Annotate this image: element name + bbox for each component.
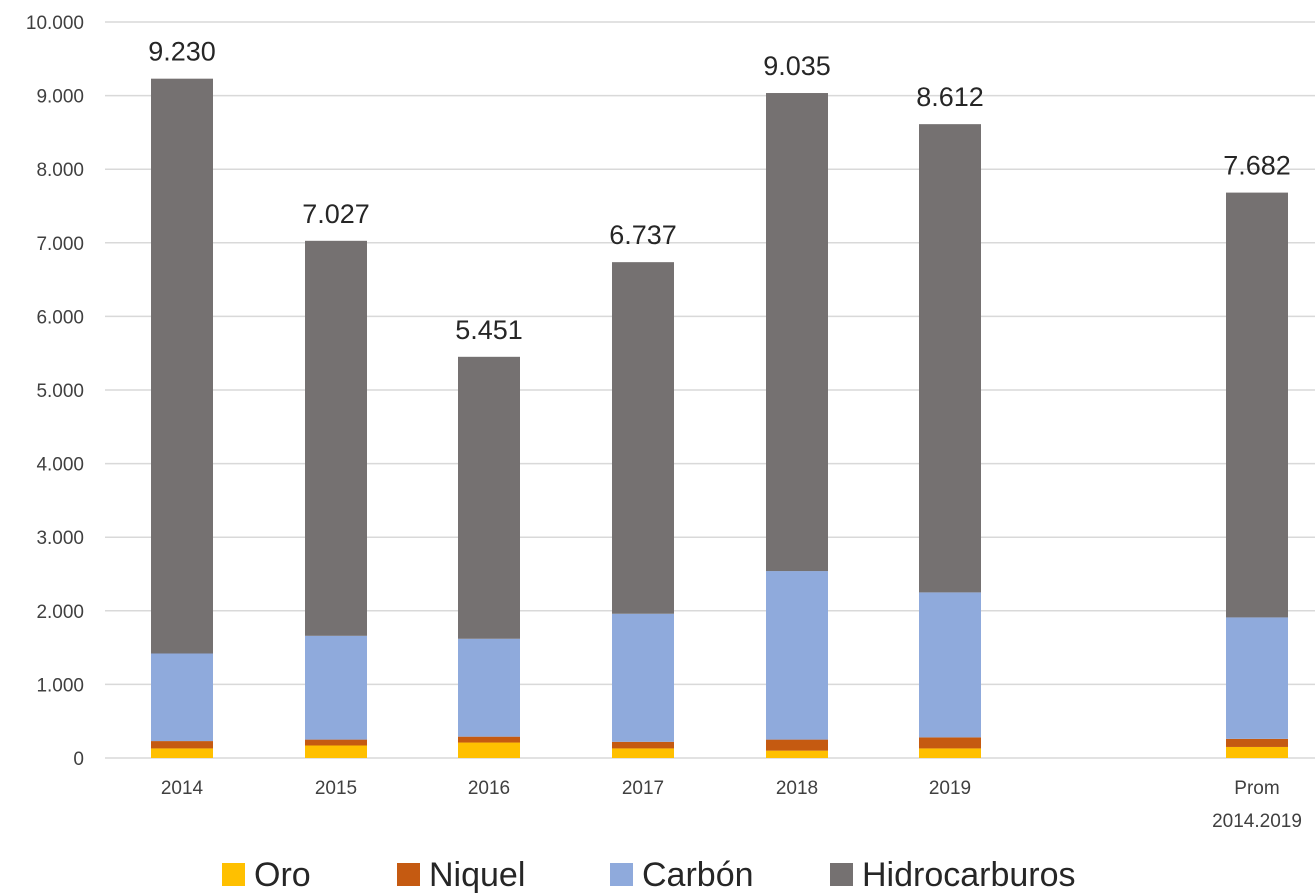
total-data-label: 9.035 bbox=[763, 51, 831, 81]
bar-segment-oro bbox=[919, 748, 981, 758]
bar-stack bbox=[151, 78, 213, 758]
bar-segment-niquel bbox=[151, 741, 213, 749]
y-axis-tick-labels: 0 1.000 2.000 3.000 4.000 5.000 6.000 7.000 8.00… bbox=[26, 13, 84, 770]
x-axis-tick-labels: 2014 2015 2016 2017 2018 2019 Prom 2014.2019 bbox=[161, 778, 1302, 832]
x-tick-label: Prom bbox=[1234, 778, 1279, 799]
y-tick-label: 3.000 bbox=[36, 528, 84, 549]
gridlines bbox=[105, 21, 1315, 759]
bar-segment-carbón bbox=[151, 653, 213, 742]
y-tick-label: 8.000 bbox=[36, 160, 84, 181]
total-data-label: 8.612 bbox=[916, 82, 984, 112]
bar-segment-hidrocarburos bbox=[305, 240, 367, 636]
bar-stack bbox=[305, 240, 367, 758]
bar-segment-oro bbox=[612, 748, 674, 758]
y-tick-label: 0 bbox=[73, 749, 84, 770]
bar-segment-hidrocarburos bbox=[919, 124, 981, 593]
legend: Oro Niquel Carbón Hidrocarburos bbox=[222, 856, 1076, 894]
bar-segment-hidrocarburos bbox=[1226, 192, 1288, 618]
y-tick-label: 4.000 bbox=[36, 455, 84, 476]
total-data-label: 7.682 bbox=[1223, 151, 1291, 181]
legend-label: Carbón bbox=[642, 856, 754, 894]
y-tick-label: 10.000 bbox=[26, 13, 84, 34]
bar-segment-oro bbox=[151, 748, 213, 758]
y-tick-label: 9.000 bbox=[36, 87, 84, 108]
bar-segment-niquel bbox=[612, 741, 674, 749]
bar-segment-hidrocarburos bbox=[151, 78, 213, 654]
legend-item-niquel: Niquel bbox=[397, 856, 525, 894]
bar-segment-niquel bbox=[766, 739, 828, 751]
bar-segment-niquel bbox=[305, 739, 367, 746]
bar-segment-carbón bbox=[458, 638, 520, 737]
legend-swatch bbox=[610, 863, 633, 886]
total-data-label: 9.230 bbox=[148, 37, 216, 67]
bar-segment-carbón bbox=[919, 592, 981, 738]
bar-segment-hidrocarburos bbox=[766, 93, 828, 572]
y-tick-label: 6.000 bbox=[36, 307, 84, 328]
legend-label: Hidrocarburos bbox=[862, 856, 1076, 894]
y-tick-label: 7.000 bbox=[36, 234, 84, 255]
x-tick-label: 2015 bbox=[315, 778, 357, 799]
x-tick-label: 2019 bbox=[929, 778, 971, 799]
y-tick-label: 5.000 bbox=[36, 381, 84, 402]
bar-segment-oro bbox=[458, 742, 520, 758]
legend-label: Oro bbox=[254, 856, 311, 894]
bar-segment-hidrocarburos bbox=[458, 356, 520, 639]
bar-segment-oro bbox=[305, 745, 367, 758]
bar-stack bbox=[1226, 192, 1288, 758]
bar-segment-hidrocarburos bbox=[612, 262, 674, 614]
bar-segment-carbón bbox=[612, 613, 674, 742]
total-data-label: 5.451 bbox=[455, 315, 523, 345]
bar-stack bbox=[919, 124, 981, 758]
bar-segment-carbón bbox=[766, 571, 828, 740]
bar-stack bbox=[612, 262, 674, 758]
bar-segment-niquel bbox=[458, 736, 520, 743]
legend-item-carbón: Carbón bbox=[610, 856, 754, 894]
data-labels: 9.230 7.027 5.451 6.737 9.035 8.612 7.682 bbox=[148, 37, 1291, 345]
x-tick-label: 2014.2019 bbox=[1212, 811, 1302, 832]
x-tick-label: 2017 bbox=[622, 778, 664, 799]
y-tick-label: 1.000 bbox=[36, 675, 84, 696]
bar-segment-carbón bbox=[1226, 617, 1288, 739]
bar-segment-carbón bbox=[305, 635, 367, 740]
x-tick-label: 2018 bbox=[776, 778, 818, 799]
bar-segment-niquel bbox=[1226, 738, 1288, 747]
legend-item-hidrocarburos: Hidrocarburos bbox=[830, 856, 1076, 894]
legend-item-oro: Oro bbox=[222, 856, 311, 894]
bar-stack bbox=[458, 356, 520, 758]
bar-segment-oro bbox=[1226, 746, 1288, 758]
bar-segment-niquel bbox=[919, 737, 981, 749]
bar-stack bbox=[766, 93, 828, 758]
total-data-label: 6.737 bbox=[609, 220, 677, 250]
legend-swatch bbox=[397, 863, 420, 886]
x-tick-label: 2016 bbox=[468, 778, 510, 799]
legend-swatch bbox=[830, 863, 853, 886]
legend-swatch bbox=[222, 863, 245, 886]
x-tick-label: 2014 bbox=[161, 778, 204, 799]
total-data-label: 7.027 bbox=[302, 199, 370, 229]
bar-segment-oro bbox=[766, 750, 828, 758]
y-tick-label: 2.000 bbox=[36, 602, 84, 623]
bars bbox=[151, 78, 1288, 758]
legend-label: Niquel bbox=[429, 856, 525, 894]
